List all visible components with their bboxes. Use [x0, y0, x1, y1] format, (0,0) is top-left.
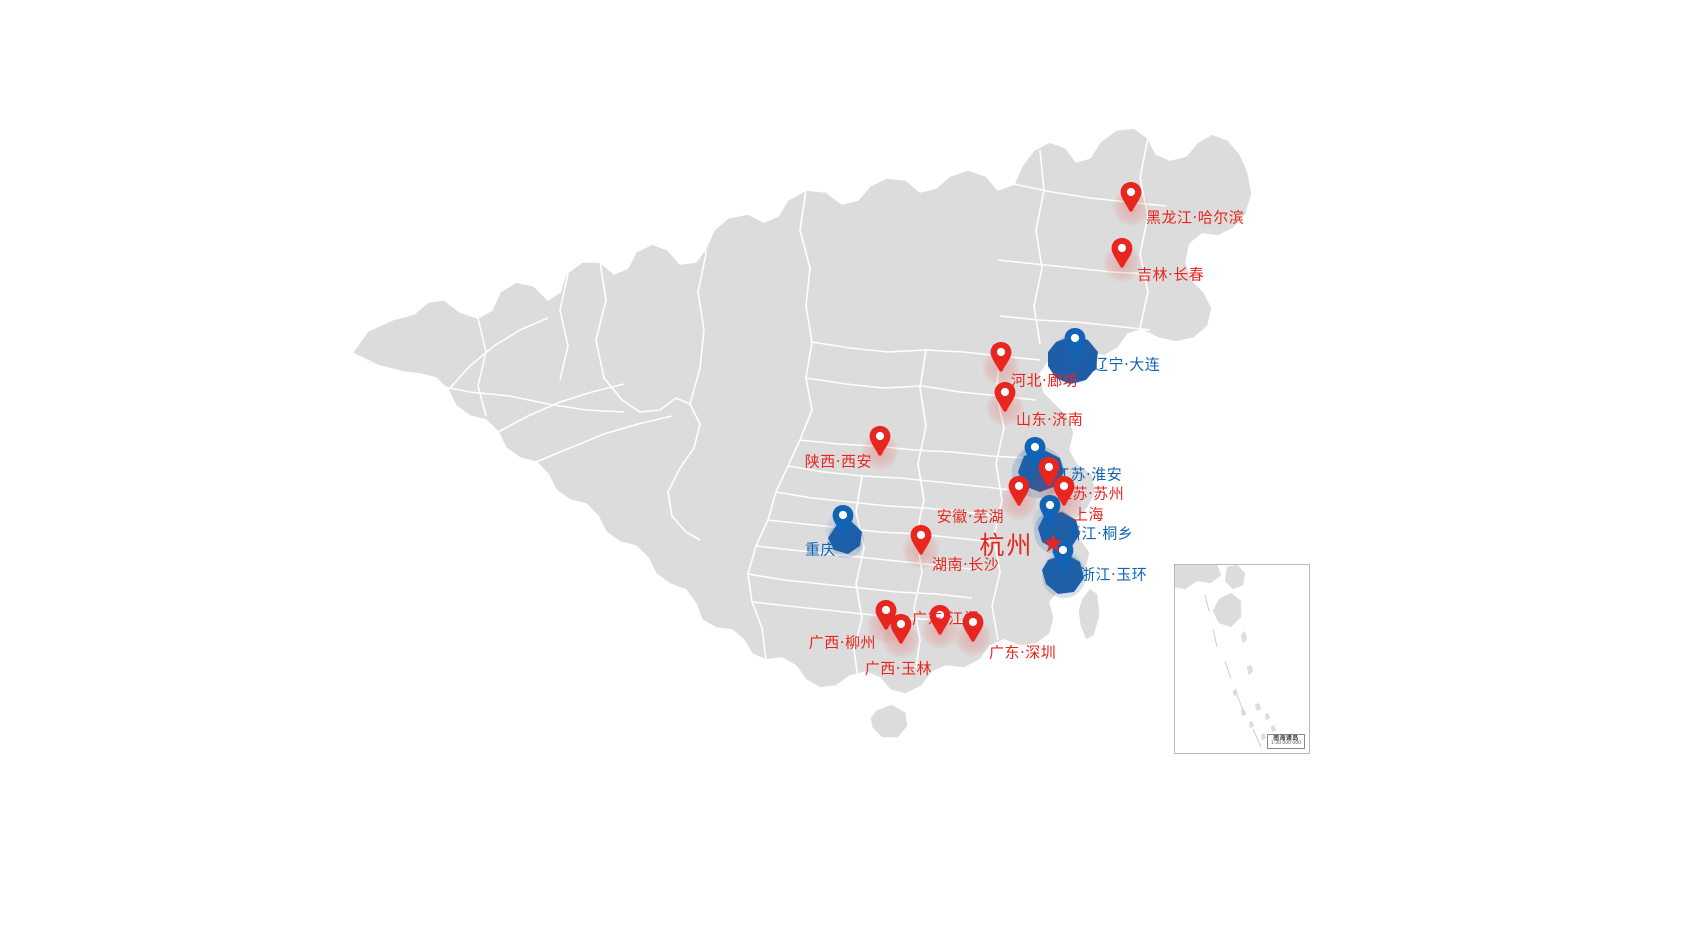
headquarters-hangzhou[interactable]: 杭州 ★	[979, 526, 1064, 562]
inset-map-svg	[1175, 565, 1285, 748]
taiwan-island	[1077, 587, 1101, 641]
location-pin-icon	[1008, 476, 1030, 506]
marker-label[interactable]: 湖南·长沙	[932, 555, 1000, 574]
map-marker-pin[interactable]	[986, 382, 1024, 427]
marker-label[interactable]: 广西·柳州	[808, 633, 876, 652]
location-pin-icon	[990, 342, 1012, 372]
marker-label[interactable]: 浙江·桐乡	[1066, 524, 1134, 543]
inset-scale-bar: 南海诸岛 1:30 000 000	[1266, 733, 1305, 749]
location-pin-icon	[1064, 328, 1086, 358]
location-pin-icon	[962, 612, 984, 642]
south-china-sea-inset: 南海诸岛 1:30 000 000	[1174, 564, 1310, 754]
map-marker-pin[interactable]	[921, 605, 959, 650]
location-pin-icon	[1111, 238, 1133, 268]
location-pin-icon	[910, 525, 932, 555]
highlight-liaoning	[1048, 336, 1098, 384]
location-pin-icon	[869, 426, 891, 456]
map-marker-pin[interactable]	[902, 525, 940, 570]
map-marker-pin[interactable]	[1000, 476, 1038, 521]
map-marker-pin[interactable]	[1112, 182, 1150, 227]
marker-label[interactable]: 安徽·芜湖	[936, 507, 1004, 526]
location-pin-icon	[890, 614, 912, 644]
marker-label[interactable]: 上海	[1073, 505, 1105, 524]
marker-label[interactable]: 吉林·长春	[1137, 265, 1205, 284]
headquarters-label: 杭州	[979, 531, 1034, 560]
map-marker-pin[interactable]	[954, 612, 992, 657]
marker-label[interactable]: 河北·廊坊	[1011, 371, 1079, 390]
inset-scale-text: 1:30 000 000	[1270, 741, 1301, 747]
inset-landmass	[1175, 565, 1285, 747]
location-pin-icon	[1024, 437, 1046, 467]
map-marker-pin[interactable]	[1031, 495, 1069, 540]
marker-label[interactable]: 浙江·玉环	[1080, 565, 1148, 584]
location-pin-icon	[1120, 182, 1142, 212]
map-marker-pin[interactable]	[982, 342, 1020, 387]
highlight-chongqing	[828, 522, 862, 554]
marker-label[interactable]: 山东·济南	[1016, 410, 1084, 429]
highlight-yuhuan	[1042, 554, 1084, 594]
map-marker-pin[interactable]	[882, 614, 920, 659]
map-marker-pin[interactable]	[861, 426, 899, 471]
map-marker-pin[interactable]	[824, 505, 862, 550]
location-pin-icon	[994, 382, 1016, 412]
inset-boundary-dash	[1204, 594, 1262, 748]
hainan-island	[869, 703, 909, 739]
china-landmass	[350, 127, 1253, 695]
inset-title: 南海诸岛	[1273, 734, 1299, 742]
location-pin-icon	[832, 505, 854, 535]
marker-label[interactable]: 广东·江门	[912, 609, 980, 628]
location-pin-icon	[1053, 476, 1075, 506]
marker-label[interactable]: 黑龙江·哈尔滨	[1146, 208, 1245, 227]
marker-label[interactable]: 江苏·淮安	[1055, 465, 1123, 484]
location-pin-icon	[929, 605, 951, 635]
map-marker-pin[interactable]	[1044, 540, 1082, 585]
province-borders	[351, 137, 1167, 679]
location-pin-icon	[1052, 540, 1074, 570]
location-pin-icon	[1038, 457, 1060, 487]
marker-label[interactable]: 广东·深圳	[989, 643, 1057, 662]
star-icon: ★	[1041, 529, 1065, 559]
marker-label[interactable]: 广西·玉林	[864, 659, 932, 678]
marker-label[interactable]: 重庆	[804, 540, 836, 559]
map-marker-pin[interactable]	[1056, 328, 1094, 373]
location-pin-icon	[1039, 495, 1061, 525]
marker-label[interactable]: 陕西·西安	[804, 452, 872, 471]
marker-label[interactable]: 辽宁·大连	[1093, 355, 1161, 374]
map-marker-pin[interactable]	[1103, 238, 1141, 283]
